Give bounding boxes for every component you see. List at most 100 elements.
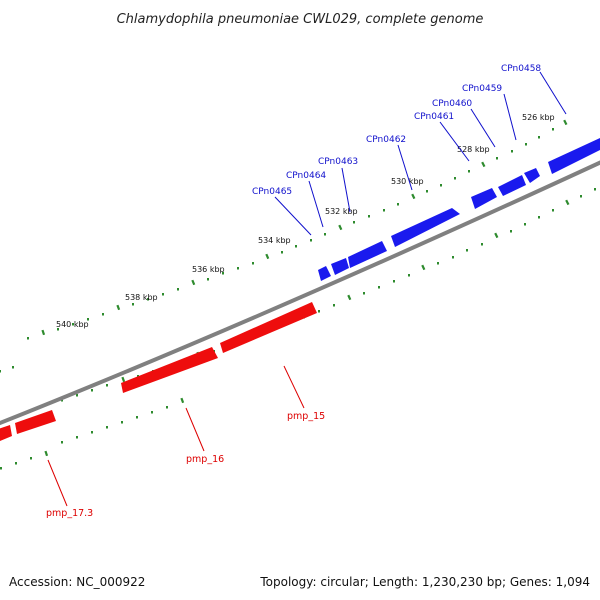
- tick: [353, 221, 355, 224]
- gene-cpn0465[interactable]: [318, 266, 331, 281]
- map-title: Chlamydophila pneumoniae CWL029, complet…: [117, 12, 484, 27]
- gene-label-cpn0464[interactable]: CPn0464: [286, 171, 326, 181]
- tick: [368, 215, 370, 218]
- tick: [91, 431, 93, 434]
- gene-label-cpn0459[interactable]: CPn0459: [462, 84, 502, 94]
- gene-cpn0462[interactable]: [391, 208, 460, 247]
- leader-line: [503, 93, 517, 141]
- leader-line: [283, 365, 305, 409]
- tick: [452, 256, 454, 259]
- tick: [324, 233, 326, 236]
- tick: [30, 457, 32, 460]
- tick-major: [121, 376, 126, 383]
- tick-major: [494, 232, 499, 239]
- tick: [440, 184, 442, 187]
- reverse-genes: [0, 302, 317, 443]
- scale-label: 528 kbp: [457, 145, 490, 154]
- tick-major: [41, 329, 46, 336]
- tick: [552, 209, 554, 212]
- gene-label-pmp-17-3[interactable]: pmp_17.3: [46, 508, 93, 519]
- tick: [137, 375, 139, 378]
- gene-cpn0459[interactable]: [524, 168, 540, 183]
- leader-line: [470, 108, 496, 148]
- tick: [397, 203, 399, 206]
- tick: [72, 323, 74, 326]
- tick: [57, 328, 59, 331]
- tick: [106, 384, 108, 387]
- tick: [87, 318, 89, 321]
- scale-label: 530 kbp: [391, 177, 424, 186]
- gene-cpn0464[interactable]: [331, 258, 349, 275]
- tick: [363, 292, 365, 295]
- genome-backbone: [0, 160, 600, 426]
- tick: [106, 426, 108, 429]
- tick: [437, 262, 439, 265]
- tick: [426, 190, 428, 193]
- tick: [466, 249, 468, 252]
- genome-info-text: Topology: circular; Length: 1,230,230 bp…: [259, 575, 590, 589]
- tick: [454, 177, 456, 180]
- gene-cpn0463[interactable]: [348, 241, 387, 268]
- gene-pmp-17-3-b[interactable]: [0, 425, 12, 443]
- gene-label-cpn0460[interactable]: CPn0460: [432, 99, 472, 109]
- leader-line: [308, 180, 324, 228]
- tick-major: [44, 450, 49, 457]
- forward-gene-labels: [274, 71, 567, 236]
- tick: [281, 251, 283, 254]
- leader-line: [439, 121, 470, 162]
- gene-label-cpn0458[interactable]: CPn0458: [501, 64, 541, 74]
- tick: [511, 150, 513, 153]
- gene-pmp-15[interactable]: [220, 302, 317, 353]
- leader-line: [397, 144, 413, 191]
- gene-label-cpn0461[interactable]: CPn0461: [414, 112, 454, 122]
- tick: [594, 188, 596, 191]
- gene-pmp-17-3-a[interactable]: [15, 410, 56, 434]
- gene-label-cpn0463[interactable]: CPn0463: [318, 157, 358, 167]
- gene-label-pmp-15[interactable]: pmp_15: [287, 411, 325, 422]
- tick-major: [481, 161, 486, 168]
- tick-major: [565, 199, 570, 206]
- tick: [61, 441, 63, 444]
- leader-line: [274, 196, 312, 236]
- scale-label: 540 kbp: [56, 320, 89, 329]
- tick: [383, 209, 385, 212]
- tick: [121, 421, 123, 424]
- tick: [151, 411, 153, 414]
- tick: [295, 245, 297, 248]
- gene-label-cpn0462[interactable]: CPn0462: [366, 135, 406, 145]
- tick: [378, 286, 380, 289]
- leader-line: [185, 407, 205, 452]
- tick: [318, 310, 320, 313]
- leader-line: [341, 167, 351, 213]
- tick: [12, 366, 14, 369]
- gene-cpn0461[interactable]: [471, 188, 497, 209]
- gene-cpn0458[interactable]: [548, 138, 600, 174]
- tick-major: [563, 119, 568, 126]
- tick-major: [180, 397, 185, 404]
- tick: [76, 394, 78, 397]
- tick: [0, 467, 2, 470]
- gene-pmp-16[interactable]: [121, 347, 218, 393]
- tick-major: [421, 264, 426, 271]
- gene-label-cpn0465[interactable]: CPn0465: [252, 187, 292, 197]
- tick: [468, 170, 470, 173]
- gene-cpn0460[interactable]: [498, 175, 526, 196]
- tick: [136, 416, 138, 419]
- scale-label: 534 kbp: [258, 236, 291, 245]
- accession-text: Accession: NC_000922: [9, 575, 145, 589]
- tick: [222, 272, 224, 275]
- tick: [310, 239, 312, 242]
- tick: [27, 337, 29, 340]
- tick: [333, 304, 335, 307]
- tick: [525, 143, 527, 146]
- tick: [15, 462, 17, 465]
- tick: [102, 313, 104, 316]
- forward-gene-label-text: CPn0458 CPn0459 CPn0460 CPn0461 CPn0462 …: [252, 64, 541, 197]
- tick: [393, 280, 395, 283]
- tick: [237, 267, 239, 270]
- scale-label: 526 kbp: [522, 113, 555, 122]
- inner-tick-ring: [0, 188, 596, 470]
- tick: [207, 278, 209, 281]
- gene-label-pmp-16[interactable]: pmp_16: [186, 454, 224, 465]
